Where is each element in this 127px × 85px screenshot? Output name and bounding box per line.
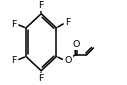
- Text: F: F: [12, 20, 17, 29]
- Text: O: O: [65, 56, 72, 65]
- Text: F: F: [65, 18, 70, 27]
- Text: F: F: [38, 74, 44, 83]
- Text: O: O: [72, 40, 80, 49]
- Text: F: F: [12, 56, 17, 65]
- Text: F: F: [38, 1, 44, 10]
